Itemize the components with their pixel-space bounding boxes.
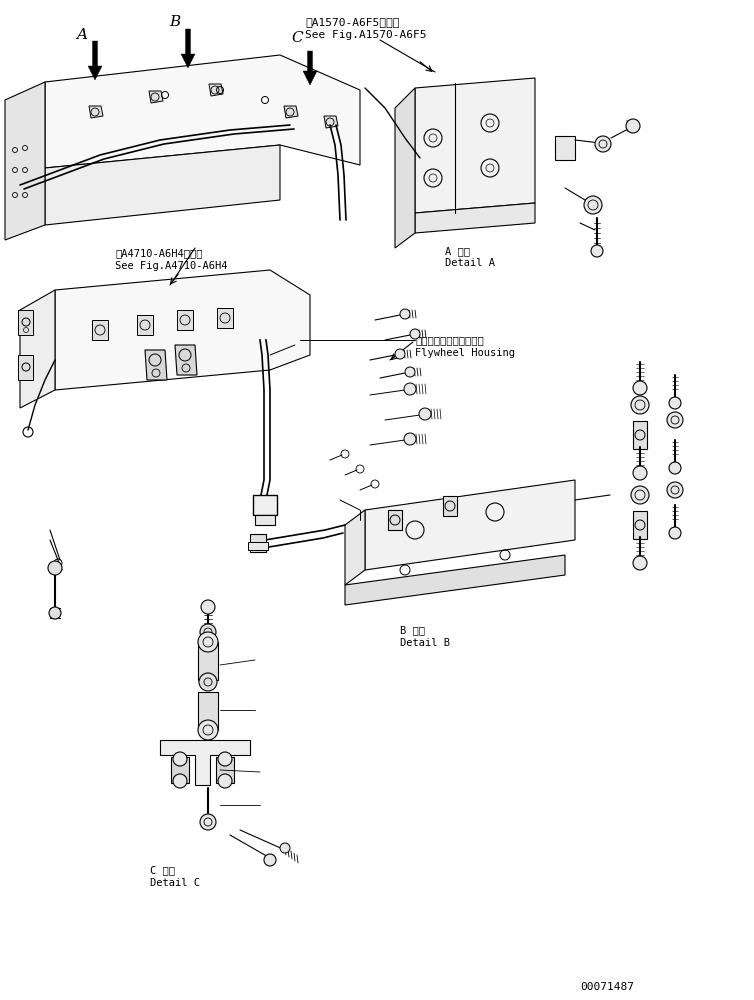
Polygon shape: [55, 270, 310, 390]
Bar: [250, 534, 266, 552]
Polygon shape: [633, 511, 647, 539]
Circle shape: [595, 136, 611, 152]
Bar: [18, 355, 33, 380]
Circle shape: [591, 245, 603, 257]
Text: See Fig.A4710-A6H4: See Fig.A4710-A6H4: [115, 261, 228, 271]
Polygon shape: [177, 310, 193, 330]
Circle shape: [405, 367, 415, 377]
Polygon shape: [345, 510, 365, 585]
Circle shape: [48, 561, 62, 575]
Circle shape: [198, 632, 218, 652]
Polygon shape: [88, 41, 102, 80]
Circle shape: [631, 396, 649, 414]
Circle shape: [404, 383, 416, 395]
Circle shape: [198, 720, 218, 740]
Text: C 詳細: C 詳細: [150, 865, 175, 875]
Circle shape: [633, 556, 647, 570]
Polygon shape: [145, 350, 167, 380]
Polygon shape: [303, 51, 317, 85]
Polygon shape: [284, 106, 298, 118]
Circle shape: [218, 752, 232, 766]
Circle shape: [410, 329, 420, 339]
Text: A: A: [76, 28, 87, 42]
Circle shape: [199, 673, 217, 691]
Polygon shape: [388, 510, 402, 530]
Circle shape: [584, 196, 602, 214]
Polygon shape: [89, 106, 103, 118]
Polygon shape: [5, 82, 45, 240]
Circle shape: [218, 774, 232, 788]
Text: B: B: [170, 15, 181, 29]
Bar: [18, 310, 33, 335]
Circle shape: [669, 397, 681, 409]
Circle shape: [173, 774, 187, 788]
Circle shape: [669, 527, 681, 539]
Polygon shape: [633, 421, 647, 449]
Circle shape: [49, 607, 61, 619]
Text: See Fig.A1570-A6F5: See Fig.A1570-A6F5: [305, 30, 427, 40]
Polygon shape: [45, 145, 280, 225]
Circle shape: [200, 624, 216, 640]
Circle shape: [626, 119, 640, 133]
Text: 第A4710-A6H4図参照: 第A4710-A6H4図参照: [115, 248, 203, 258]
Circle shape: [264, 854, 276, 866]
Circle shape: [633, 381, 647, 395]
Circle shape: [669, 462, 681, 474]
Circle shape: [631, 486, 649, 504]
Circle shape: [633, 466, 647, 480]
Polygon shape: [209, 84, 223, 96]
Polygon shape: [45, 55, 360, 168]
Polygon shape: [395, 88, 415, 248]
Circle shape: [667, 482, 683, 498]
Polygon shape: [443, 496, 457, 516]
Polygon shape: [415, 203, 535, 233]
Polygon shape: [171, 757, 189, 783]
Circle shape: [395, 349, 405, 359]
Bar: [253, 495, 277, 515]
Text: 00071487: 00071487: [580, 982, 634, 992]
Polygon shape: [175, 345, 197, 375]
Text: Flywheel Housing: Flywheel Housing: [415, 348, 515, 358]
Text: フライホイルハウジング: フライホイルハウジング: [415, 335, 484, 345]
Polygon shape: [137, 315, 153, 335]
Circle shape: [201, 600, 215, 614]
Bar: [255, 515, 275, 525]
Polygon shape: [415, 78, 535, 213]
Polygon shape: [217, 308, 233, 328]
Polygon shape: [345, 555, 565, 605]
Polygon shape: [92, 320, 108, 340]
Polygon shape: [324, 116, 338, 128]
Text: A 詳細: A 詳細: [445, 246, 470, 256]
Circle shape: [280, 843, 290, 853]
Text: Detail A: Detail A: [445, 258, 495, 268]
Circle shape: [667, 412, 683, 428]
Polygon shape: [20, 290, 55, 408]
Polygon shape: [181, 29, 195, 68]
Polygon shape: [365, 480, 575, 570]
Polygon shape: [216, 757, 234, 783]
Circle shape: [400, 309, 410, 319]
Bar: [555, 136, 575, 160]
Polygon shape: [160, 740, 250, 785]
Text: Detail B: Detail B: [400, 638, 450, 648]
Text: Detail C: Detail C: [150, 878, 200, 888]
Polygon shape: [149, 91, 163, 103]
Text: C: C: [291, 31, 303, 45]
Circle shape: [404, 433, 416, 445]
Text: 第A1570-A6F5図参照: 第A1570-A6F5図参照: [305, 17, 400, 27]
Circle shape: [419, 408, 431, 420]
Circle shape: [200, 814, 216, 830]
Text: B 詳細: B 詳細: [400, 625, 425, 635]
Polygon shape: [198, 692, 218, 730]
Bar: [248, 542, 268, 550]
Polygon shape: [198, 642, 218, 680]
Circle shape: [173, 752, 187, 766]
